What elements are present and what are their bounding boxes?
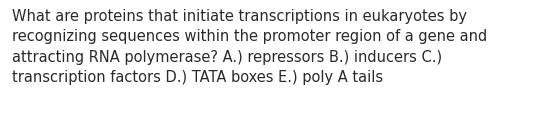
Text: What are proteins that initiate transcriptions in eukaryotes by
recognizing sequ: What are proteins that initiate transcri… [12, 9, 488, 85]
